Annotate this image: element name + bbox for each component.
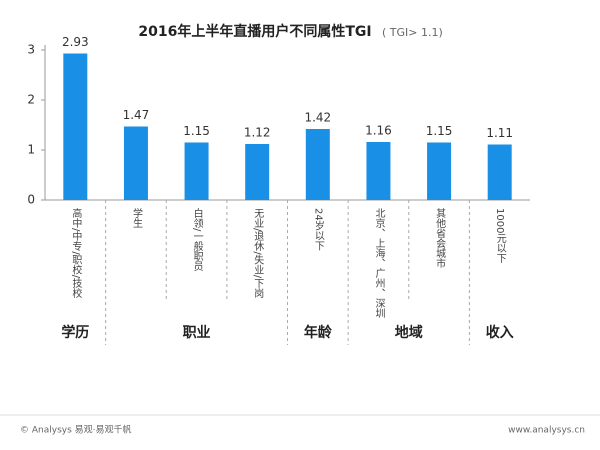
bar	[245, 144, 270, 200]
bar	[184, 142, 209, 200]
y-tick-label: 0	[27, 193, 35, 207]
value-label: 1.16	[365, 124, 392, 138]
value-label: 1.42	[304, 111, 331, 125]
footer-right: www.analysys.cn	[508, 426, 585, 436]
value-label: 1.47	[123, 108, 150, 122]
x-tick-label: 1000元以下	[494, 208, 506, 264]
x-tick-label: 24岁以下	[312, 208, 324, 252]
x-tick-label: 学生	[130, 207, 142, 228]
x-tick-label: 北京、上海、广州、深圳	[373, 208, 385, 318]
bar	[63, 53, 88, 200]
bar	[487, 144, 512, 200]
bar	[305, 129, 330, 200]
bar	[123, 126, 148, 200]
x-tick-label: 无业/退休/失业/下岗	[252, 208, 264, 298]
chart-subtitle: ( TGI> 1.1)	[382, 26, 443, 39]
x-tick-label: 高中/中专/职校/技校	[70, 207, 82, 299]
y-tick-label: 3	[27, 43, 35, 57]
footer-left: © Analysys 易观·易观千帆	[20, 424, 132, 436]
chart-title: 2016年上半年直播用户不同属性TGI	[138, 23, 371, 40]
bar	[366, 142, 391, 200]
y-tick-label: 2	[27, 93, 35, 107]
value-label: 1.11	[486, 126, 513, 140]
group-label: 收入	[486, 324, 514, 341]
x-tick-label: 其他省会城市	[434, 208, 446, 269]
x-tick-label: 白领/一般职员	[191, 207, 203, 272]
group-label: 学历	[61, 324, 89, 341]
value-label: 1.15	[426, 124, 453, 138]
group-label: 地域	[395, 324, 423, 341]
y-tick-label: 1	[27, 143, 35, 157]
bar	[427, 142, 452, 200]
value-label: 2.93	[62, 35, 89, 49]
value-label: 1.12	[244, 126, 271, 140]
value-label: 1.15	[183, 124, 210, 138]
group-label: 职业	[183, 325, 211, 341]
group-label: 年龄	[304, 324, 333, 341]
